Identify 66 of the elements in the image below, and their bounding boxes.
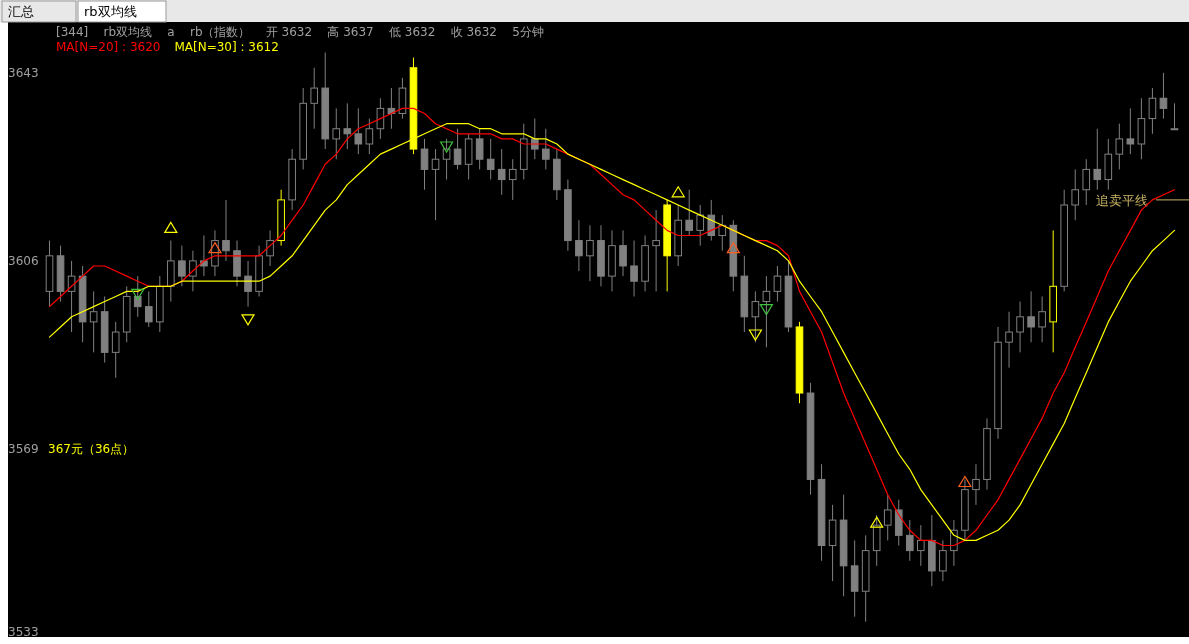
- candlestick: [442, 138, 451, 181]
- candlestick: [420, 138, 429, 191]
- candlestick: [685, 189, 694, 236]
- candlestick: [1016, 301, 1024, 353]
- y-tick-label: 3533: [8, 624, 39, 639]
- candlestick: [178, 245, 186, 287]
- ref-line-label: 追卖平线: [1096, 192, 1148, 208]
- text: rb双均线: [84, 4, 137, 19]
- candlestick: [1093, 128, 1102, 191]
- candlestick: [762, 275, 771, 348]
- annotation: 367元（36点）: [48, 441, 135, 456]
- candlestick: [619, 229, 627, 277]
- candlestick: [939, 539, 947, 582]
- candlestick: [67, 260, 76, 333]
- candlestick: [453, 128, 462, 170]
- candlestick: [486, 138, 495, 181]
- candlestick: [883, 494, 892, 541]
- candlestick: [696, 204, 705, 247]
- candlestick: [111, 321, 120, 379]
- candlestick: [244, 260, 252, 308]
- candlestick: [431, 148, 440, 221]
- candlestick: [905, 519, 914, 562]
- candlestick: [1038, 295, 1046, 343]
- candlestick: [1170, 102, 1179, 131]
- candlestick: [354, 107, 363, 155]
- text: MA[N=30] : 3612: [174, 40, 279, 54]
- candlestick: [586, 224, 594, 282]
- candlestick: [773, 265, 782, 303]
- chart-title: [344] rb双均线 a rb（指数） 开 3632 高 3637 低 3632 收 3632 5分钟: [56, 25, 544, 39]
- candlestick: [1082, 158, 1091, 206]
- candlestick: [200, 234, 208, 277]
- y-tick-label: 3643: [8, 65, 39, 80]
- candlestick: [972, 463, 980, 506]
- candlestick: [1148, 87, 1157, 135]
- candlestick: [575, 219, 583, 272]
- candlestick: [332, 107, 341, 160]
- y-tick-label: 3569: [8, 441, 39, 456]
- candlestick: [917, 524, 925, 567]
- candlestick: [144, 290, 153, 328]
- candlestick: [508, 158, 517, 201]
- candlestick: [497, 148, 506, 196]
- candlestick: [1115, 123, 1124, 170]
- candlestick: [189, 250, 197, 292]
- candlestick: [1005, 311, 1013, 369]
- candlestick: [475, 128, 484, 170]
- candlestick: [1159, 72, 1168, 120]
- candlestick: [89, 290, 98, 353]
- candlestick: [343, 102, 352, 150]
- candlestick: [718, 214, 727, 252]
- text: 汇总: [8, 4, 34, 19]
- candlestick: [630, 240, 638, 297]
- candlestick: [310, 67, 319, 130]
- text: MA[N=20] : 3620: [56, 40, 161, 54]
- candlestick: [652, 209, 660, 292]
- y-tick-label: 3606: [8, 253, 39, 268]
- candlestick: [266, 229, 274, 267]
- candlestick: [222, 199, 230, 262]
- candlestick: [542, 128, 550, 170]
- candlestick: [1071, 168, 1080, 221]
- candlestick: [751, 290, 760, 343]
- candlestick: [133, 275, 142, 318]
- candlestick: [387, 87, 396, 130]
- candlestick: [1027, 290, 1035, 343]
- candlestick: [1126, 107, 1135, 155]
- candlestick: [365, 118, 374, 155]
- candlestick: [376, 97, 385, 140]
